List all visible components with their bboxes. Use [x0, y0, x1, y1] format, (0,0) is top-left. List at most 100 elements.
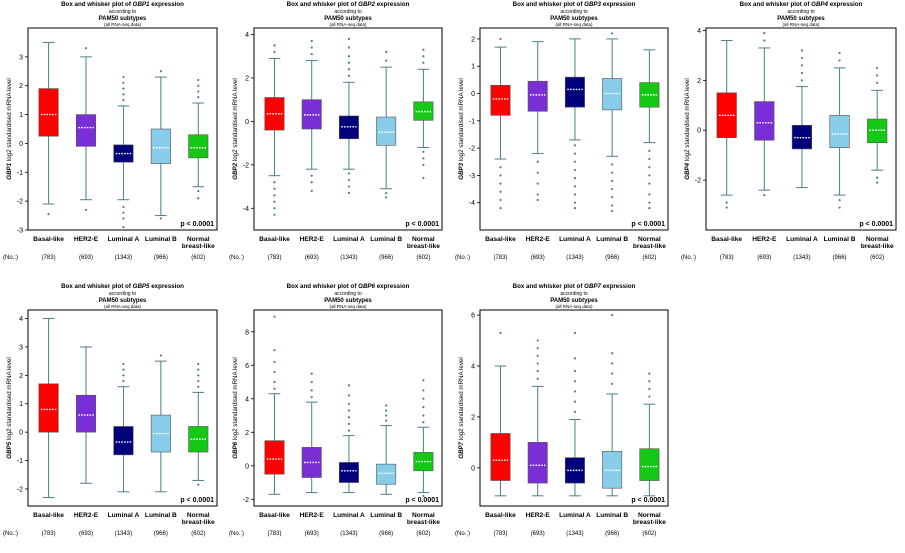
iqr-box [338, 462, 359, 483]
outlier-point [573, 201, 577, 204]
y-tick-label: -2 [469, 146, 475, 153]
outlier-point [499, 207, 502, 210]
sample-count-label: (783) [267, 531, 281, 537]
y-tick-label: 2 [697, 78, 701, 85]
outlier-point [838, 59, 841, 62]
x-category-label: Basal-like [711, 236, 742, 243]
outlier-point [499, 182, 502, 185]
x-category-label-line2: breast-like [407, 519, 440, 526]
sample-count-label: (602) [191, 255, 205, 261]
outlier-point [273, 207, 276, 210]
boxplot-panel-gbp6: Box and whisker plot of GBP6 expression a… [226, 282, 450, 548]
y-axis-label: GBP5 log2 standardised mRNA level [6, 357, 13, 458]
y-tick-label: 0 [697, 128, 701, 135]
outlier-point [422, 406, 425, 409]
sample-count-label: (693) [305, 531, 319, 537]
sample-count-label: (1343) [340, 531, 357, 537]
outlier-point [573, 410, 577, 413]
y-tick-label: -4 [469, 200, 475, 207]
iqr-box [791, 124, 813, 150]
outlier-point [347, 37, 351, 40]
sample-count-header: (No.:) [681, 255, 696, 261]
outlier-point [536, 198, 539, 202]
outlier-point [763, 193, 766, 197]
box-normal-breast-like [413, 379, 434, 498]
outlier-point [310, 396, 313, 399]
outlier-point [197, 483, 200, 486]
outlier-point [197, 78, 200, 82]
outlier-point [573, 160, 577, 163]
y-axis-label: GBP7 log2 standardised mRNA level [458, 357, 465, 458]
outlier-point [648, 395, 651, 398]
x-category-label: Normal [187, 512, 210, 519]
x-category-label: HER2-E [300, 236, 325, 243]
sample-count-label: (1343) [115, 531, 132, 537]
x-category-label: HER2-E [526, 236, 551, 243]
x-category-label: Normal [866, 236, 889, 243]
boxplot-panel-gbp5: Box and whisker plot of GBP5 expression a… [0, 282, 225, 548]
outlier-point [611, 362, 614, 365]
iqr-box [150, 414, 171, 453]
outlier-point [838, 206, 841, 209]
iqr-box [338, 115, 359, 140]
outlier-point [347, 384, 351, 387]
chart-title: Box and whisker plot of GBP5 expression [61, 283, 184, 290]
outlier-point [422, 389, 425, 392]
box-luminal-b [829, 51, 850, 209]
outlier-point [197, 385, 200, 388]
iqr-box [264, 97, 285, 131]
iqr-box [527, 442, 548, 484]
p-value-label: p < 0.0001 [631, 497, 665, 504]
x-category-label: Normal [412, 512, 435, 519]
outlier-point [122, 217, 125, 220]
outlier-point [536, 193, 539, 196]
chart-subtitle-data: (all RNA-seq data) [555, 22, 593, 27]
sample-count-label: (602) [191, 531, 205, 537]
y-tick-label: 2 [19, 83, 23, 90]
y-axis-label: GBP1 log2 standardised mRNA level [6, 78, 13, 179]
outlier-point [347, 74, 351, 77]
outlier-point [422, 150, 425, 153]
y-tick-label: -2 [243, 497, 249, 504]
outlier-point [573, 177, 577, 180]
outlier-point [310, 380, 313, 384]
x-category-label: Basal-like [485, 512, 516, 519]
outlier-point [347, 46, 351, 49]
outlier-point [385, 196, 388, 199]
y-tick-label: -2 [17, 199, 23, 206]
sample-count-label: (966) [154, 531, 168, 537]
outlier-point [499, 190, 502, 193]
outlier-point [159, 70, 162, 73]
chart-subtitle-according: according to [560, 291, 587, 297]
outlier-point [159, 217, 162, 220]
outlier-point [611, 352, 614, 355]
outlier-point [347, 402, 351, 405]
outlier-point [648, 193, 651, 196]
box-luminal-a [113, 362, 134, 493]
boxplot-svg: Box and whisker plot of GBP1 expressiona… [3, 1, 218, 261]
outlier-point [347, 61, 351, 64]
box-luminal-b [376, 404, 397, 495]
plot-frame [705, 27, 897, 231]
boxplot-svg: Box and whisker plot of GBP7 expressiona… [455, 283, 669, 537]
outlier-point [573, 369, 577, 373]
outlier-point [273, 194, 276, 197]
x-category-label-line2: breast-like [861, 243, 894, 250]
outlier-point [422, 494, 425, 498]
outlier-point [385, 404, 388, 407]
outlier-point [347, 172, 351, 175]
sample-count-label: (966) [833, 255, 847, 261]
box-normal-breast-like [867, 66, 888, 184]
chart-subtitle-pam50: PAM50 subtypes [324, 16, 372, 22]
outlier-point [725, 206, 728, 209]
x-category-label: Luminal B [824, 236, 856, 243]
iqr-box [188, 426, 209, 453]
sample-count-header: (No.:) [229, 531, 244, 537]
outlier-point [84, 208, 88, 211]
outlier-point [310, 389, 313, 392]
outlier-point [197, 189, 200, 193]
sample-count-label: (693) [531, 255, 545, 261]
x-category-label: Luminal B [370, 236, 402, 243]
outlier-point [197, 197, 200, 200]
x-category-label: Normal [412, 236, 435, 243]
